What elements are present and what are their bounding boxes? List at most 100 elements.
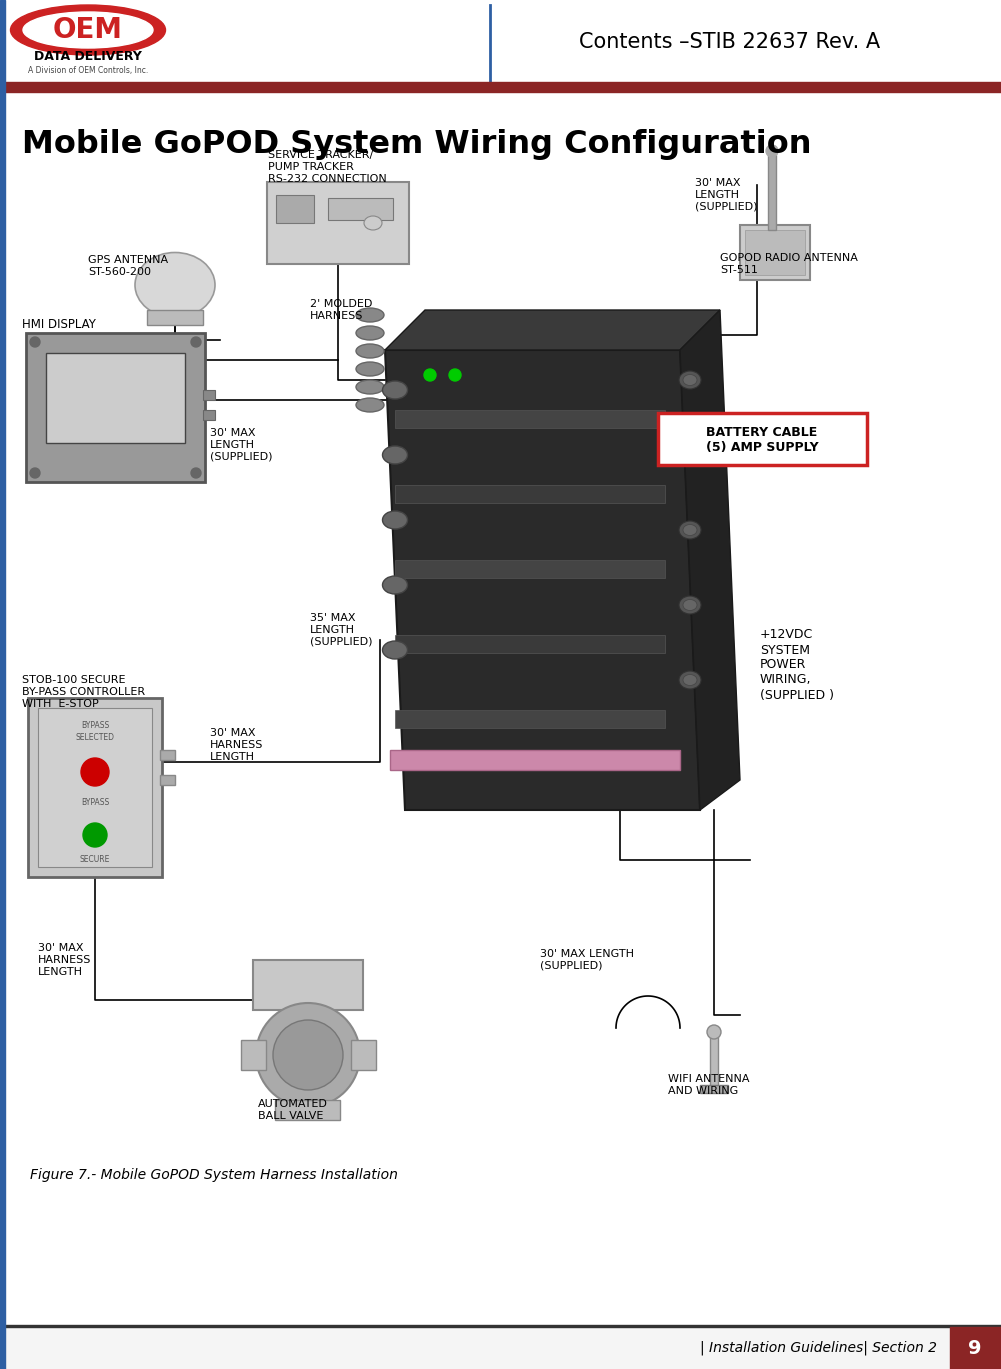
Text: 30' MAX
LENGTH
(SUPPLIED): 30' MAX LENGTH (SUPPLIED) [695, 178, 758, 212]
Bar [46, 353, 185, 444]
FancyBboxPatch shape [658, 413, 867, 465]
Circle shape [83, 823, 107, 847]
Ellipse shape [679, 522, 701, 539]
Bar [253, 960, 363, 1010]
Polygon shape [385, 350, 700, 810]
Ellipse shape [679, 671, 701, 689]
Bar [0, 0, 5, 1369]
Bar [740, 225, 810, 281]
Bar [276, 194, 314, 223]
Text: 30' MAX
HARNESS
LENGTH: 30' MAX HARNESS LENGTH [210, 728, 263, 761]
Circle shape [273, 1020, 343, 1090]
Bar [38, 708, 152, 867]
Ellipse shape [356, 326, 384, 340]
Ellipse shape [683, 449, 697, 460]
Circle shape [766, 145, 778, 157]
Text: STOB-100 SECURE: STOB-100 SECURE [22, 675, 125, 684]
Bar [147, 309, 203, 324]
Text: 30' MAX
LENGTH
(SUPPLIED): 30' MAX LENGTH (SUPPLIED) [210, 428, 272, 461]
Text: GOPOD RADIO ANTENNA: GOPOD RADIO ANTENNA [720, 253, 858, 263]
Ellipse shape [679, 596, 701, 615]
Text: HMI DISPLAY: HMI DISPLAY [22, 319, 96, 331]
Circle shape [30, 337, 40, 346]
Bar [328, 199, 393, 220]
Text: ST-511: ST-511 [720, 266, 758, 275]
FancyBboxPatch shape [26, 333, 205, 482]
Ellipse shape [356, 308, 384, 322]
Polygon shape [385, 309, 720, 350]
Bar [160, 750, 175, 760]
Text: Figure 7.- Mobile GoPOD System Harness Installation: Figure 7.- Mobile GoPOD System Harness I… [30, 1168, 397, 1181]
Circle shape [449, 370, 461, 381]
Bar [395, 711, 665, 728]
Bar [203, 409, 215, 420]
Circle shape [707, 1025, 721, 1039]
Text: PUMP TRACKER: PUMP TRACKER [268, 162, 354, 172]
Text: GPS ANTENNA: GPS ANTENNA [88, 255, 168, 266]
Ellipse shape [356, 381, 384, 394]
Bar [0, 1325, 1001, 1327]
Bar [160, 775, 175, 784]
Bar [950, 1327, 1001, 1369]
Ellipse shape [364, 216, 382, 230]
Text: SELECTED: SELECTED [75, 732, 114, 742]
Ellipse shape [683, 524, 697, 535]
Text: WIFI ANTENNA
AND WIRING: WIFI ANTENNA AND WIRING [668, 1075, 750, 1095]
Circle shape [30, 468, 40, 478]
Text: (5) AMP SUPPLY: (5) AMP SUPPLY [706, 441, 818, 455]
Text: SERVICE TRACKER/: SERVICE TRACKER/ [268, 151, 373, 160]
Text: BATTERY CABLE: BATTERY CABLE [707, 426, 818, 438]
Ellipse shape [679, 446, 701, 464]
Bar [700, 1086, 728, 1092]
Text: 9: 9 [968, 1339, 982, 1358]
Ellipse shape [683, 675, 697, 686]
Text: AUTOMATED
BALL VALVE: AUTOMATED BALL VALVE [258, 1099, 328, 1121]
Bar [395, 560, 665, 578]
Ellipse shape [382, 641, 407, 658]
FancyBboxPatch shape [267, 182, 409, 264]
Circle shape [191, 337, 201, 346]
Bar [0, 82, 1001, 92]
Text: BY-PASS CONTROLLER: BY-PASS CONTROLLER [22, 687, 145, 697]
Ellipse shape [382, 511, 407, 528]
Ellipse shape [23, 12, 153, 48]
Text: Contents –STIB 22637 Rev. A: Contents –STIB 22637 Rev. A [580, 31, 881, 52]
Text: OEM: OEM [53, 16, 123, 44]
Text: | Installation Guidelines| Section 2: | Installation Guidelines| Section 2 [700, 1340, 937, 1355]
Bar [395, 409, 665, 428]
Ellipse shape [10, 5, 165, 55]
Bar [351, 1040, 376, 1071]
Text: 2' MOLDED
HARNESS: 2' MOLDED HARNESS [310, 300, 372, 320]
Bar [0, 1327, 1001, 1369]
Text: WITH  E-STOP: WITH E-STOP [22, 700, 99, 709]
Text: BYPASS: BYPASS [81, 798, 109, 806]
Bar [395, 635, 665, 653]
Text: 30' MAX LENGTH
(SUPPLIED): 30' MAX LENGTH (SUPPLIED) [540, 949, 634, 971]
Ellipse shape [683, 375, 697, 386]
Polygon shape [680, 309, 740, 810]
Ellipse shape [356, 398, 384, 412]
Text: RS-232 CONNECTION: RS-232 CONNECTION [268, 174, 386, 183]
Bar [710, 1035, 718, 1090]
Text: +12VDC
SYSTEM
POWER
WIRING,
(SUPPLIED ): +12VDC SYSTEM POWER WIRING, (SUPPLIED ) [760, 628, 834, 701]
Bar [395, 485, 665, 502]
FancyBboxPatch shape [28, 698, 162, 878]
Ellipse shape [679, 371, 701, 389]
Text: BYPASS: BYPASS [81, 721, 109, 730]
Text: 35' MAX
LENGTH
(SUPPLIED): 35' MAX LENGTH (SUPPLIED) [310, 613, 372, 646]
Ellipse shape [382, 446, 407, 464]
Bar [203, 390, 215, 400]
Circle shape [256, 1003, 360, 1108]
Bar [390, 750, 680, 769]
Bar [241, 1040, 266, 1071]
Circle shape [424, 370, 436, 381]
Circle shape [81, 758, 109, 786]
Text: DATA DELIVERY: DATA DELIVERY [34, 51, 142, 63]
Text: A Division of OEM Controls, Inc.: A Division of OEM Controls, Inc. [28, 66, 148, 74]
Circle shape [191, 468, 201, 478]
Bar [0, 0, 1001, 88]
Bar [768, 155, 776, 230]
Ellipse shape [683, 600, 697, 611]
Ellipse shape [356, 361, 384, 376]
Text: Mobile GoPOD System Wiring Configuration: Mobile GoPOD System Wiring Configuration [22, 130, 812, 160]
